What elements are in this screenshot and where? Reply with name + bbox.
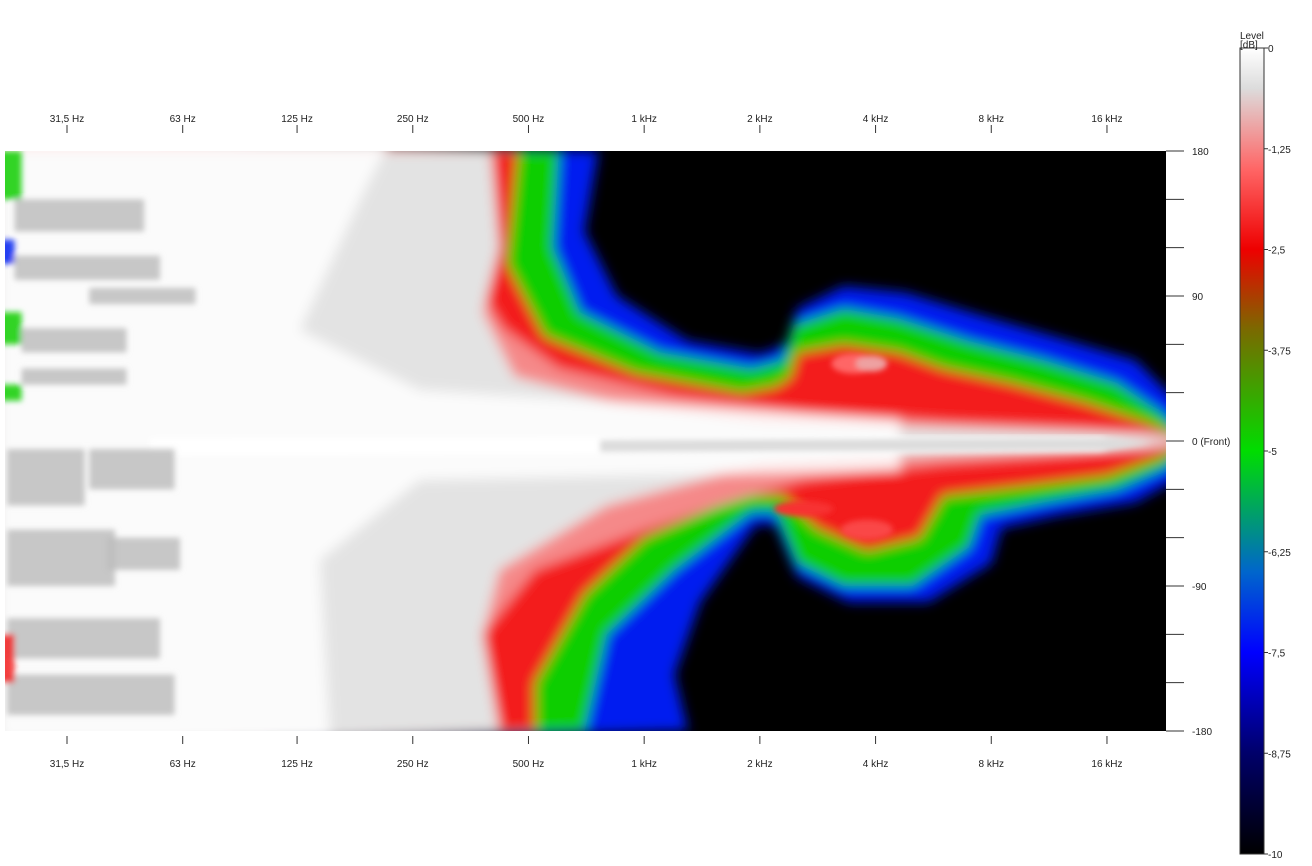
y-tick-label: -90 xyxy=(1192,582,1207,593)
hot-spot xyxy=(855,355,888,372)
x-tick-label-top: 31,5 Hz xyxy=(50,114,84,125)
y-tick-label: 0 (Front) xyxy=(1192,437,1230,448)
colorbar-tick-label: -7,5 xyxy=(1268,649,1286,660)
gray-block xyxy=(7,674,175,715)
x-tick-label-bottom: 31,5 Hz xyxy=(50,759,84,770)
colorbar-tick-label: -10 xyxy=(1268,850,1283,861)
x-tick-label-bottom: 500 Hz xyxy=(513,759,545,770)
x-tick-label-bottom: 16 kHz xyxy=(1091,759,1122,770)
gray-block xyxy=(89,449,175,490)
colorbar-tick-label: -8,75 xyxy=(1268,749,1291,760)
x-tick-label-top: 250 Hz xyxy=(397,114,429,125)
heatmap-spots xyxy=(773,353,894,540)
x-tick-label-bottom: 4 kHz xyxy=(863,759,889,770)
gray-block xyxy=(21,328,127,353)
x-tick-label-bottom: 125 Hz xyxy=(281,759,313,770)
gray-block xyxy=(14,255,161,280)
front-ridge xyxy=(150,436,1150,456)
x-tick-label-top: 8 kHz xyxy=(978,114,1004,125)
x-tick-label-top: 4 kHz xyxy=(863,114,889,125)
edge-block xyxy=(5,312,22,345)
colorbar-title-unit: [dB] xyxy=(1240,40,1258,51)
gray-block xyxy=(7,449,85,506)
colorbar-tick-label: -1,25 xyxy=(1268,145,1291,156)
edge-block xyxy=(5,151,22,200)
gray-block xyxy=(7,529,116,586)
x-tick-label-bottom: 63 Hz xyxy=(170,759,196,770)
colorbar-tick-label: 0 xyxy=(1268,44,1274,55)
x-tick-label-bottom: 2 kHz xyxy=(747,759,773,770)
gray-block xyxy=(7,618,161,659)
x-tick-label-top: 125 Hz xyxy=(281,114,313,125)
colorbar: Level [dB] 0 -1,25 -2,5 -3,75 -5 -6,25 -7,5 -8,… xyxy=(1239,31,1291,861)
heatmap-area xyxy=(5,151,1166,731)
colorbar-tick-label: -2,5 xyxy=(1268,246,1286,257)
colorbar-title: Level xyxy=(1240,31,1264,42)
axes: 31,5 Hz 31,5 Hz 63 Hz 63 Hz 125 Hz 125 Hz 250 … xyxy=(50,114,1231,770)
gray-block xyxy=(106,537,181,570)
x-tick-label-top: 2 kHz xyxy=(747,114,773,125)
y-tick-label: -180 xyxy=(1192,727,1212,738)
gray-block xyxy=(89,287,196,305)
edge-block xyxy=(5,239,15,264)
x-tick-label-bottom: 8 kHz xyxy=(978,759,1004,770)
low-frequency-blocks xyxy=(5,151,196,715)
colorbar-tick-label: -6,25 xyxy=(1268,548,1291,559)
x-tick-label-top: 500 Hz xyxy=(513,114,545,125)
x-tick-label-bottom: 1 kHz xyxy=(631,759,657,770)
x-tick-label-top: 1 kHz xyxy=(631,114,657,125)
ridge-gray xyxy=(600,438,1150,452)
edge-block xyxy=(5,634,15,683)
x-tick-label-top: 63 Hz xyxy=(170,114,196,125)
gray-block xyxy=(14,199,145,232)
gray-block xyxy=(21,368,127,385)
colorbar-gradient xyxy=(1239,47,1265,855)
hot-spot xyxy=(773,500,834,517)
x-tick-label-bottom: 250 Hz xyxy=(397,759,429,770)
y-tick-label: 90 xyxy=(1192,292,1204,303)
edge-block xyxy=(5,384,22,401)
hot-spot xyxy=(841,519,894,540)
colorbar-tick-label: -5 xyxy=(1268,447,1277,458)
colorbar-tick-label: -3,75 xyxy=(1268,346,1291,357)
x-tick-label-top: 16 kHz xyxy=(1091,114,1122,125)
y-tick-label: 180 xyxy=(1192,147,1209,158)
